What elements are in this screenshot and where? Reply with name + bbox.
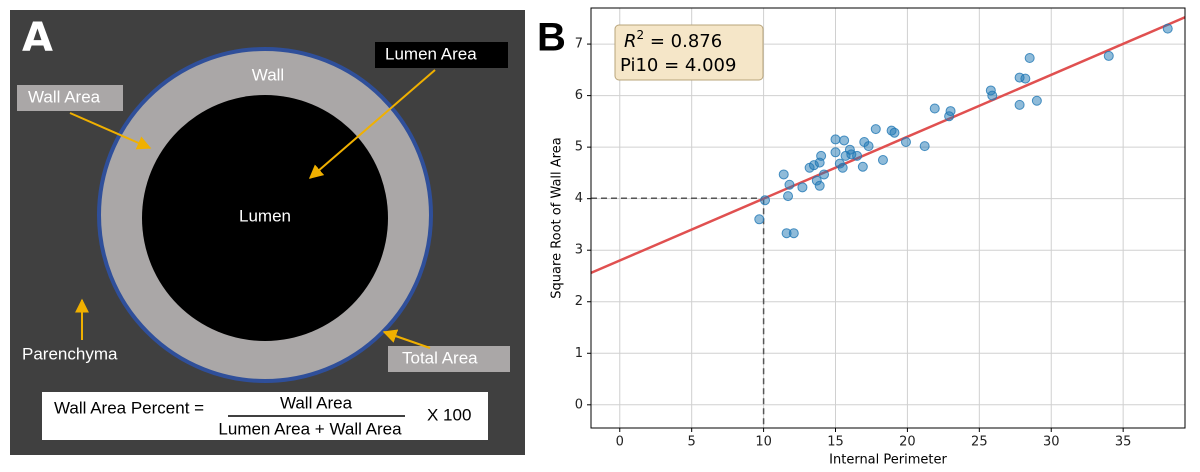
- point: [1025, 53, 1034, 62]
- panel-letter: B: [537, 16, 566, 60]
- y-tick-label: 0: [575, 397, 583, 412]
- point: [831, 135, 840, 144]
- formula-numerator: Wall Area: [280, 393, 353, 412]
- y-axis-label: Square Root of Wall Area: [550, 137, 565, 298]
- y-tick-label: 2: [575, 294, 583, 309]
- formula-denominator: Lumen Area + Wall Area: [218, 419, 402, 438]
- parenchyma-label: Parenchyma: [22, 344, 118, 363]
- x-tick-label: 35: [1115, 435, 1132, 450]
- point: [858, 162, 867, 171]
- panel-b: B Square Root of Wall Area Internal Peri…: [537, 8, 1185, 468]
- point: [817, 151, 826, 160]
- x-tick-label: 15: [827, 435, 844, 450]
- wall-area-label: Wall Area: [28, 87, 101, 106]
- x-axis-label: Internal Perimeter: [829, 453, 947, 468]
- formula-lhs: Wall Area Percent =: [54, 398, 204, 417]
- x-tick-label: 20: [899, 435, 916, 450]
- y-tick-label: 7: [575, 37, 583, 52]
- y-tick-label: 1: [575, 346, 583, 361]
- x-tick-label: 25: [971, 435, 988, 450]
- panel-letter: A: [22, 15, 53, 61]
- point: [779, 170, 788, 179]
- point: [1163, 24, 1172, 33]
- x-tick-label: 0: [616, 435, 624, 450]
- point: [755, 215, 764, 224]
- point: [988, 91, 997, 100]
- point: [1015, 100, 1024, 109]
- point: [853, 151, 862, 160]
- point: [864, 142, 873, 151]
- formula-multiplier: X 100: [427, 405, 471, 424]
- point: [946, 107, 955, 116]
- y-tick-label: 4: [575, 191, 583, 206]
- r-value: = 0.876: [644, 31, 722, 52]
- point: [878, 156, 887, 165]
- point: [761, 196, 770, 205]
- panel-a: A Wall Wall Area Lumen Area Lumen Parenc…: [10, 10, 525, 455]
- point: [1021, 74, 1030, 83]
- y-tick-label: 3: [575, 243, 583, 258]
- point: [815, 181, 824, 190]
- point: [798, 183, 807, 192]
- x-tick-label: 10: [755, 435, 772, 450]
- wall-label: Wall: [252, 65, 284, 84]
- x-tick-label: 5: [688, 435, 696, 450]
- r-symbol: R: [624, 31, 637, 52]
- point: [785, 180, 794, 189]
- x-tick-label: 30: [1043, 435, 1060, 450]
- point: [871, 125, 880, 134]
- figure: A Wall Wall Area Lumen Area Lumen Parenc…: [0, 0, 1200, 468]
- point: [840, 136, 849, 145]
- y-tick-label: 6: [575, 88, 583, 103]
- point: [784, 192, 793, 201]
- point: [789, 229, 798, 238]
- y-tick-label: 5: [575, 140, 583, 155]
- point: [838, 163, 847, 172]
- point: [930, 104, 939, 113]
- lumen-area-label: Lumen Area: [385, 44, 477, 63]
- point: [819, 170, 828, 179]
- point: [1104, 51, 1113, 60]
- point: [831, 148, 840, 157]
- r-exponent: 2: [637, 28, 645, 42]
- lumen-label: Lumen: [239, 206, 291, 225]
- point: [1032, 96, 1041, 105]
- annotation-pi10: Pi10 = 4.009: [620, 55, 736, 76]
- point: [901, 137, 910, 146]
- point: [890, 128, 899, 137]
- total-area-label: Total Area: [402, 348, 478, 367]
- point: [920, 142, 929, 151]
